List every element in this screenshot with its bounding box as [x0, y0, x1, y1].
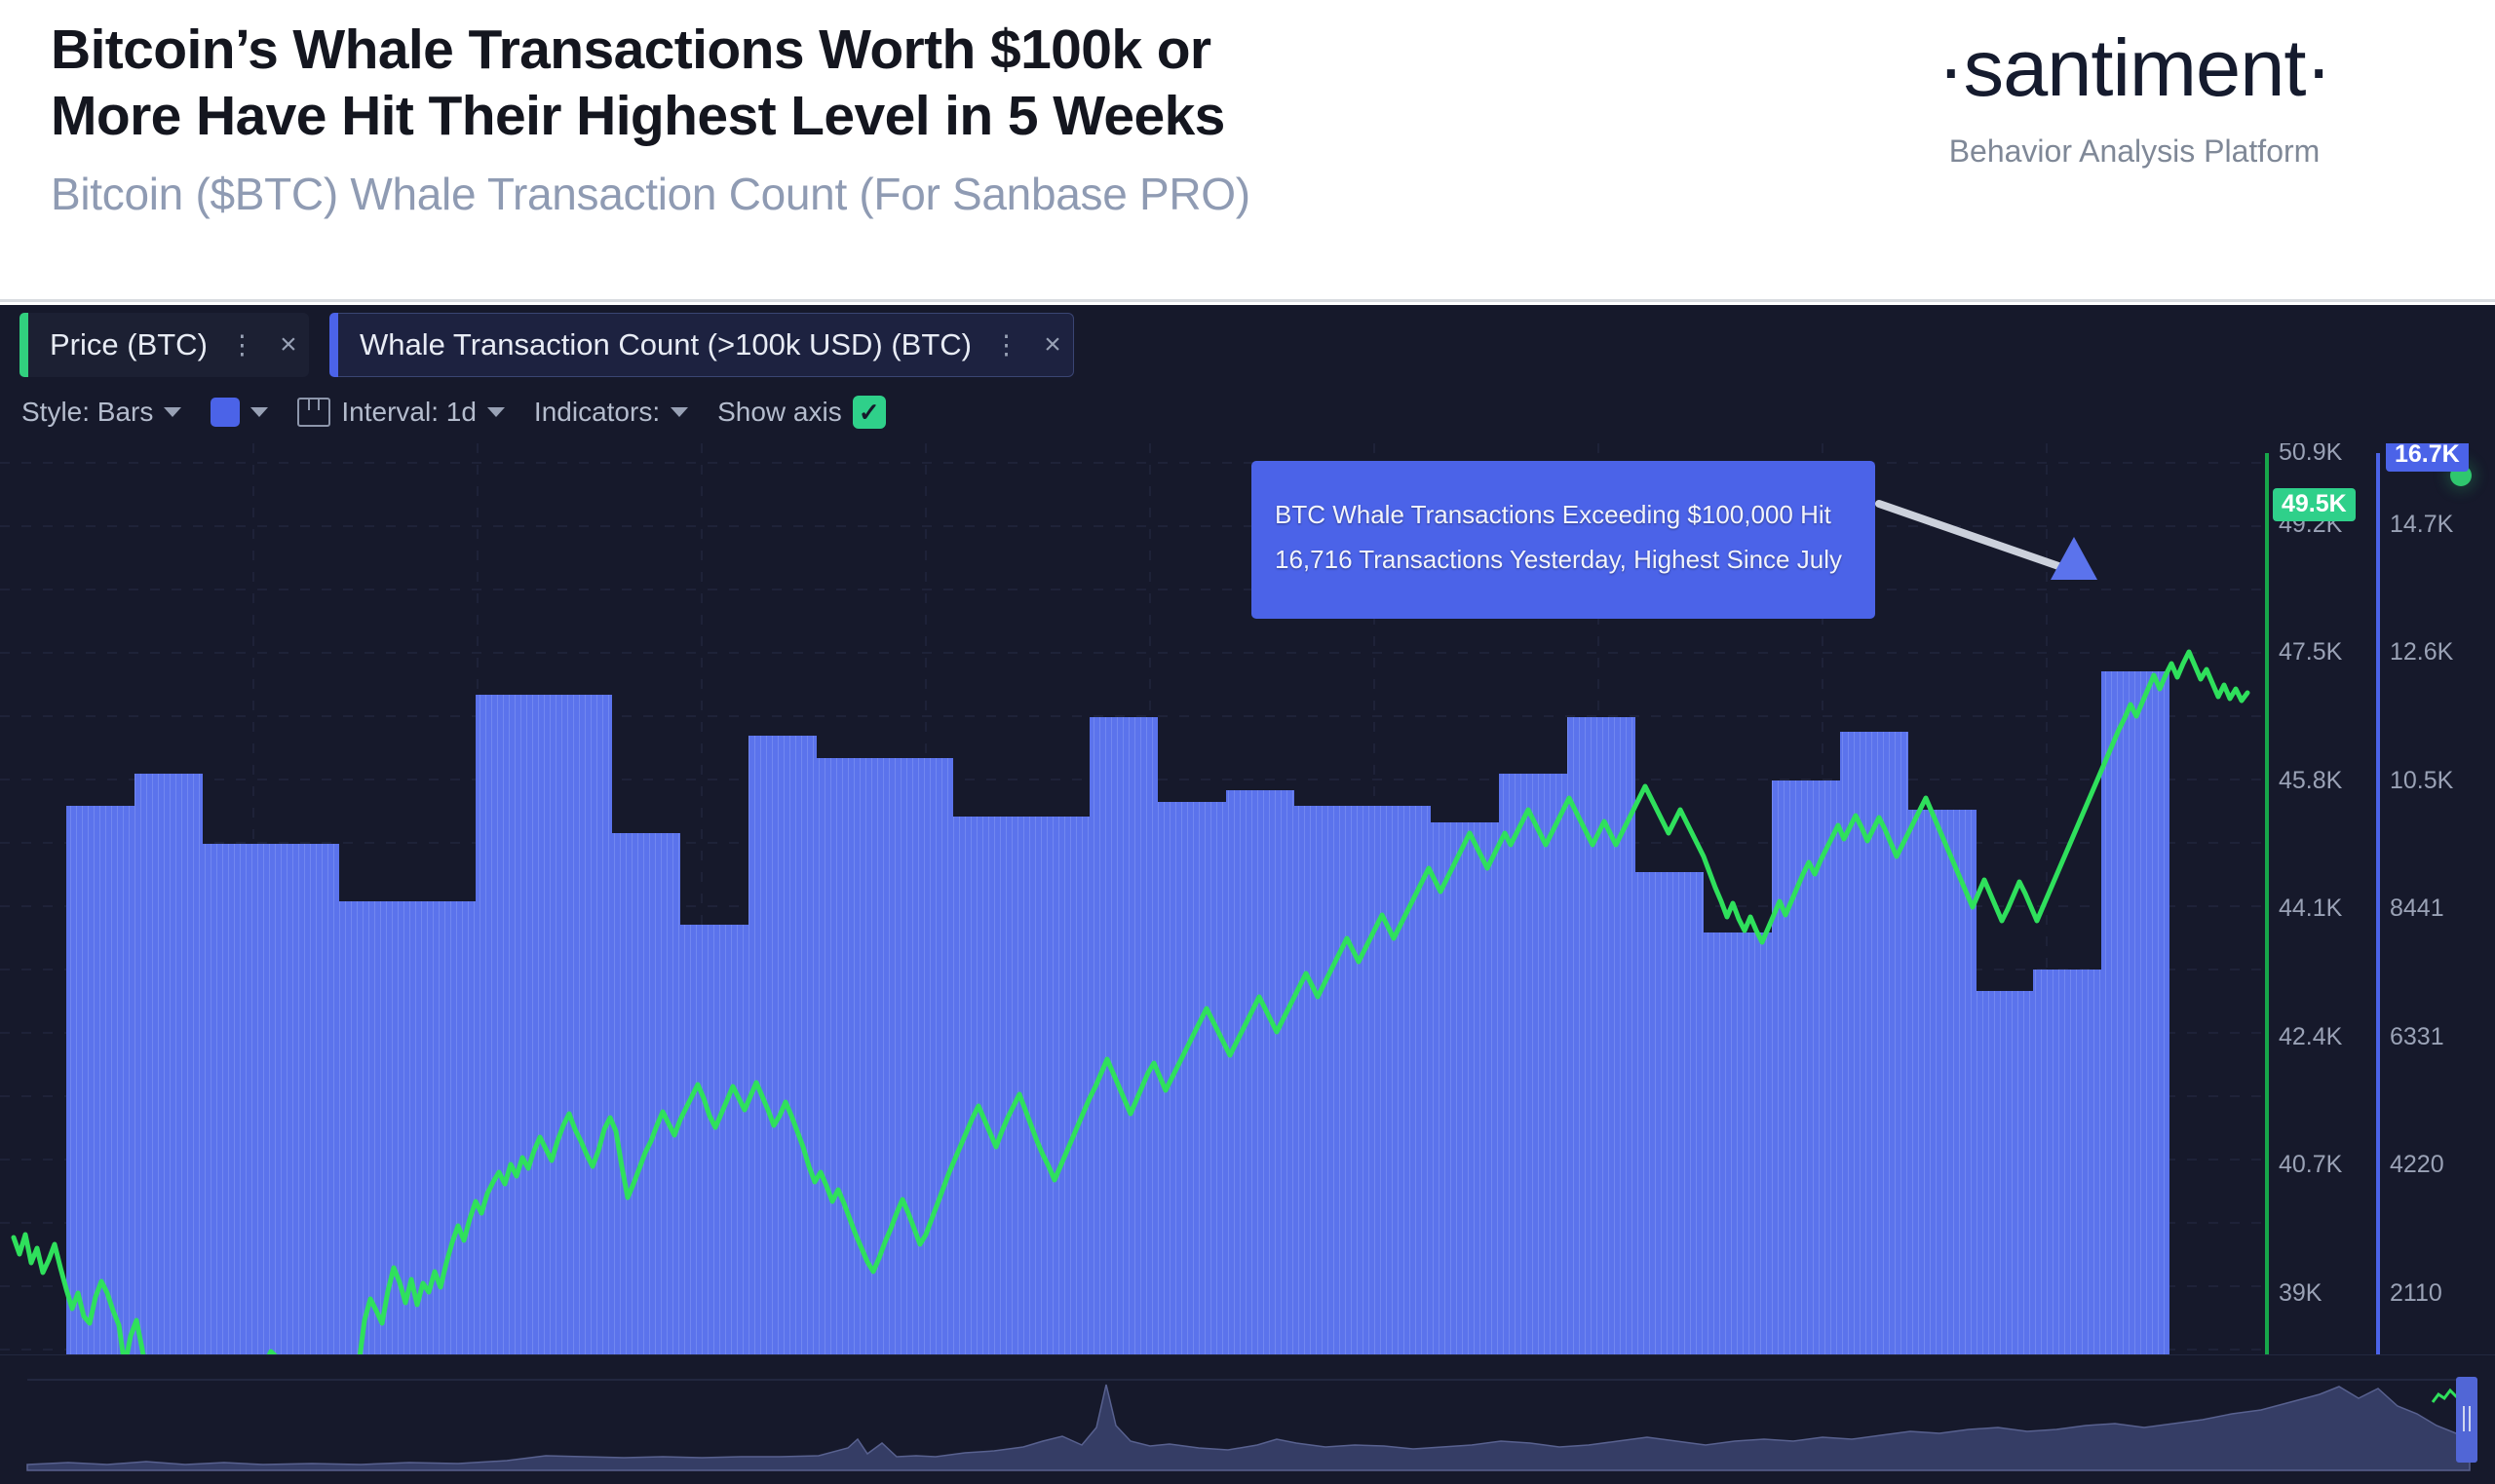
whale-transaction-bars[interactable]: [66, 671, 2169, 1457]
whale-axis-tick-2: 12.6K: [2390, 638, 2454, 666]
series-color-selector[interactable]: [211, 398, 269, 427]
metric-tab-price[interactable]: Price (BTC) ⋮ ×: [19, 313, 309, 377]
chart-controls-toolbar: Style: Bars Interval: 1d Indicators: Sho…: [21, 393, 915, 432]
whale-axis-tick-3: 10.5K: [2390, 767, 2454, 794]
metric-tab-bar: Price (BTC) ⋮ × Whale Transaction Count …: [0, 313, 2495, 377]
interval-selector-label: Interval: 1d: [341, 397, 477, 427]
chevron-down-icon[interactable]: [164, 407, 182, 417]
whale-axis-tick-7: 2110: [2390, 1279, 2442, 1307]
checkmark-icon[interactable]: ✓: [852, 396, 886, 429]
metric-tab-price-label: Price (BTC): [50, 327, 208, 361]
page-title: Bitcoin’s Whale Transactions Worth $100k…: [51, 18, 1688, 150]
navigator-overview-chart: [26, 1379, 2471, 1471]
btc-price-line[interactable]: [11, 649, 2250, 1449]
whale-axis-tick-6: 4220: [2390, 1151, 2444, 1178]
chevron-down-icon[interactable]: [250, 407, 269, 417]
metric-tab-whale-label: Whale Transaction Count (>100k USD) (BTC…: [360, 327, 972, 361]
chart-plot-area[interactable]: BTC Whale Transactions Exceeding $100,00…: [0, 443, 2495, 1476]
price-current-value-badge: 49.5K: [2273, 488, 2356, 521]
price-axis-tick-6: 40.7K: [2279, 1151, 2343, 1178]
whale-series-color-accent: [329, 313, 338, 377]
chart-application: Price (BTC) ⋮ × Whale Transaction Count …: [0, 305, 2495, 1484]
annotation-callout[interactable]: BTC Whale Transactions Exceeding $100,00…: [1251, 461, 1875, 619]
price-axis-tick-4: 44.1K: [2279, 894, 2343, 922]
annotation-connector-arrow: [1875, 500, 2097, 580]
close-icon[interactable]: ×: [1044, 328, 1061, 361]
whale-axis-tick-1: 14.7K: [2390, 511, 2454, 538]
page-subtitle: Bitcoin ($BTC) Whale Transaction Count (…: [51, 168, 1250, 219]
indicators-selector-label: Indicators:: [533, 397, 661, 427]
chevron-down-icon[interactable]: [486, 407, 505, 417]
page-title-line-2: More Have Hit Their Highest Level in 5 W…: [51, 84, 1225, 147]
annotation-line-1: BTC Whale Transactions Exceeding $100,00…: [1275, 500, 1831, 529]
show-axis-label: Show axis: [717, 397, 842, 427]
calendar-interval-icon: [297, 398, 331, 427]
show-axis-toggle[interactable]: Show axis ✓: [717, 396, 886, 429]
style-selector-label: Style: Bars: [21, 397, 154, 427]
price-series-color-accent: [19, 313, 28, 377]
price-axis-tick-2: 47.5K: [2279, 638, 2343, 666]
price-axis-tick-3: 45.8K: [2279, 767, 2343, 794]
page-header: Bitcoin’s Whale Transactions Worth $100k…: [0, 0, 2495, 302]
style-selector[interactable]: Style: Bars: [21, 397, 182, 428]
kebab-menu-icon[interactable]: ⋮: [228, 329, 255, 360]
navigator-right-handle[interactable]: [2456, 1377, 2477, 1463]
page-title-line-1: Bitcoin’s Whale Transactions Worth $100k…: [51, 19, 1211, 81]
metric-tab-whale-transaction-count[interactable]: Whale Transaction Count (>100k USD) (BTC…: [329, 313, 1074, 377]
color-swatch-icon[interactable]: [211, 398, 241, 427]
price-axis-tick-7: 39K: [2279, 1279, 2322, 1307]
title-block: Bitcoin’s Whale Transactions Worth $100k…: [51, 18, 1688, 218]
kebab-menu-icon[interactable]: ⋮: [992, 329, 1019, 360]
price-axis-tick-0: 50.9K: [2279, 443, 2343, 466]
chart-canvas: [0, 443, 2380, 1457]
chevron-down-icon[interactable]: [671, 407, 689, 417]
close-icon[interactable]: ×: [280, 328, 297, 361]
price-axis-tick-5: 42.4K: [2279, 1023, 2343, 1050]
whale-axis-tick-5: 6331: [2390, 1023, 2444, 1050]
brand-tagline: Behavior Analysis Platform: [1948, 133, 2321, 169]
santiment-logo: ·santiment·: [1937, 22, 2332, 113]
annotation-line-2: 16,716 Transactions Yesterday, Highest S…: [1275, 545, 1842, 575]
indicators-selector[interactable]: Indicators:: [533, 397, 689, 428]
interval-selector[interactable]: Interval: 1d: [297, 397, 505, 428]
whale-current-value-badge: 16.7K: [2386, 443, 2469, 472]
range-navigator[interactable]: [0, 1354, 2495, 1484]
whale-axis-tick-4: 8441: [2390, 894, 2444, 922]
brand-block: ·santiment· Behavior Analysis Platform: [1832, 27, 2437, 170]
